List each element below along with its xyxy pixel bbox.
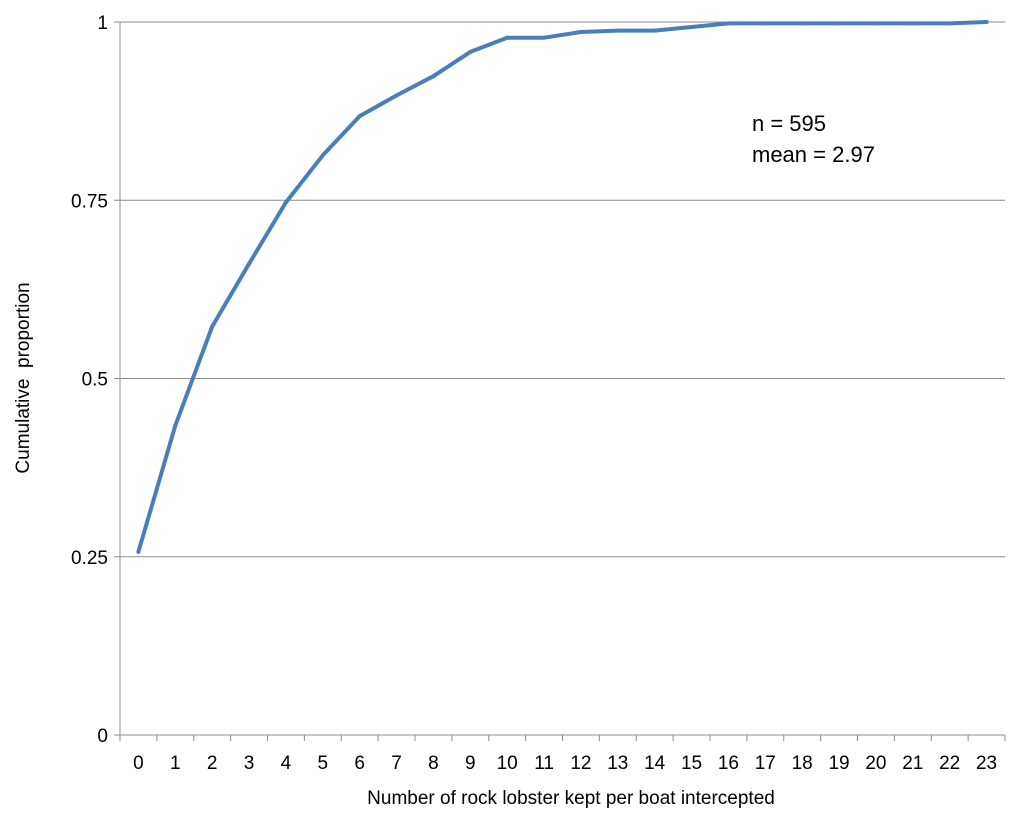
x-tick-label-5: 5 xyxy=(318,753,329,774)
data-point-16 xyxy=(726,21,731,26)
x-tick-label-15: 15 xyxy=(681,753,702,774)
x-tick-label-17: 17 xyxy=(755,753,776,774)
y-tick-label-1: 0.25 xyxy=(71,548,108,569)
y-tick-label-4: 1 xyxy=(97,13,108,34)
data-point-19 xyxy=(837,21,842,26)
series-layer xyxy=(136,20,989,554)
x-tick-label-9: 9 xyxy=(465,753,476,774)
data-point-13 xyxy=(615,28,620,33)
x-tick-label-0: 0 xyxy=(133,753,144,774)
data-point-10 xyxy=(505,35,510,40)
x-tick-label-7: 7 xyxy=(391,753,402,774)
data-point-1 xyxy=(173,423,178,428)
y-tick-label-3: 0.75 xyxy=(71,191,108,212)
x-tick-label-10: 10 xyxy=(497,753,518,774)
series-line-0 xyxy=(136,20,989,554)
data-point-11 xyxy=(542,35,547,40)
data-point-8 xyxy=(431,74,436,79)
data-point-18 xyxy=(800,21,805,26)
data-point-14 xyxy=(652,28,657,33)
x-tick-label-6: 6 xyxy=(354,753,365,774)
x-tick-label-4: 4 xyxy=(281,753,292,774)
data-point-22 xyxy=(947,21,952,26)
x-tick-label-1: 1 xyxy=(170,753,181,774)
data-point-12 xyxy=(578,29,583,34)
data-point-23 xyxy=(984,20,989,24)
data-point-5 xyxy=(320,153,325,158)
x-tick-label-8: 8 xyxy=(428,753,439,774)
x-tick-label-2: 2 xyxy=(207,753,218,774)
data-point-3 xyxy=(247,261,252,266)
axes xyxy=(114,21,1006,741)
data-point-20 xyxy=(873,21,878,26)
x-tick-label-13: 13 xyxy=(607,753,628,774)
y-tick-label-2: 0.5 xyxy=(82,370,108,391)
x-tick-label-16: 16 xyxy=(718,753,739,774)
y-axis-title: Cumulative proportion xyxy=(13,282,34,473)
x-tick-label-18: 18 xyxy=(792,753,813,774)
x-tick-label-19: 19 xyxy=(828,753,849,774)
data-point-21 xyxy=(910,21,915,26)
x-tick-label-11: 11 xyxy=(534,753,554,774)
data-point-0 xyxy=(136,549,141,554)
data-point-4 xyxy=(283,200,288,205)
x-tick-label-20: 20 xyxy=(865,753,886,774)
gridlines xyxy=(120,21,1005,558)
y-tick-label-0: 0 xyxy=(97,726,108,747)
x-tick-label-21: 21 xyxy=(902,753,923,774)
x-tick-label-12: 12 xyxy=(570,753,591,774)
x-tick-label-23: 23 xyxy=(976,753,997,774)
x-tick-label-22: 22 xyxy=(939,753,960,774)
data-point-6 xyxy=(357,114,362,119)
data-point-7 xyxy=(394,93,399,98)
data-point-2 xyxy=(210,324,215,329)
annotation-n: n = 595 xyxy=(752,111,826,136)
x-axis-title: Number of rock lobster kept per boat int… xyxy=(367,788,775,809)
data-point-17 xyxy=(763,21,768,26)
x-tick-label-3: 3 xyxy=(244,753,255,774)
annotation-mean: mean = 2.97 xyxy=(752,142,875,167)
data-point-9 xyxy=(468,49,473,54)
data-point-15 xyxy=(689,24,694,29)
x-tick-label-14: 14 xyxy=(644,753,666,774)
